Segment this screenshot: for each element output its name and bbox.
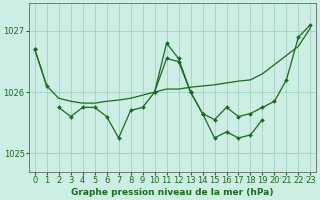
X-axis label: Graphe pression niveau de la mer (hPa): Graphe pression niveau de la mer (hPa) [71,188,274,197]
